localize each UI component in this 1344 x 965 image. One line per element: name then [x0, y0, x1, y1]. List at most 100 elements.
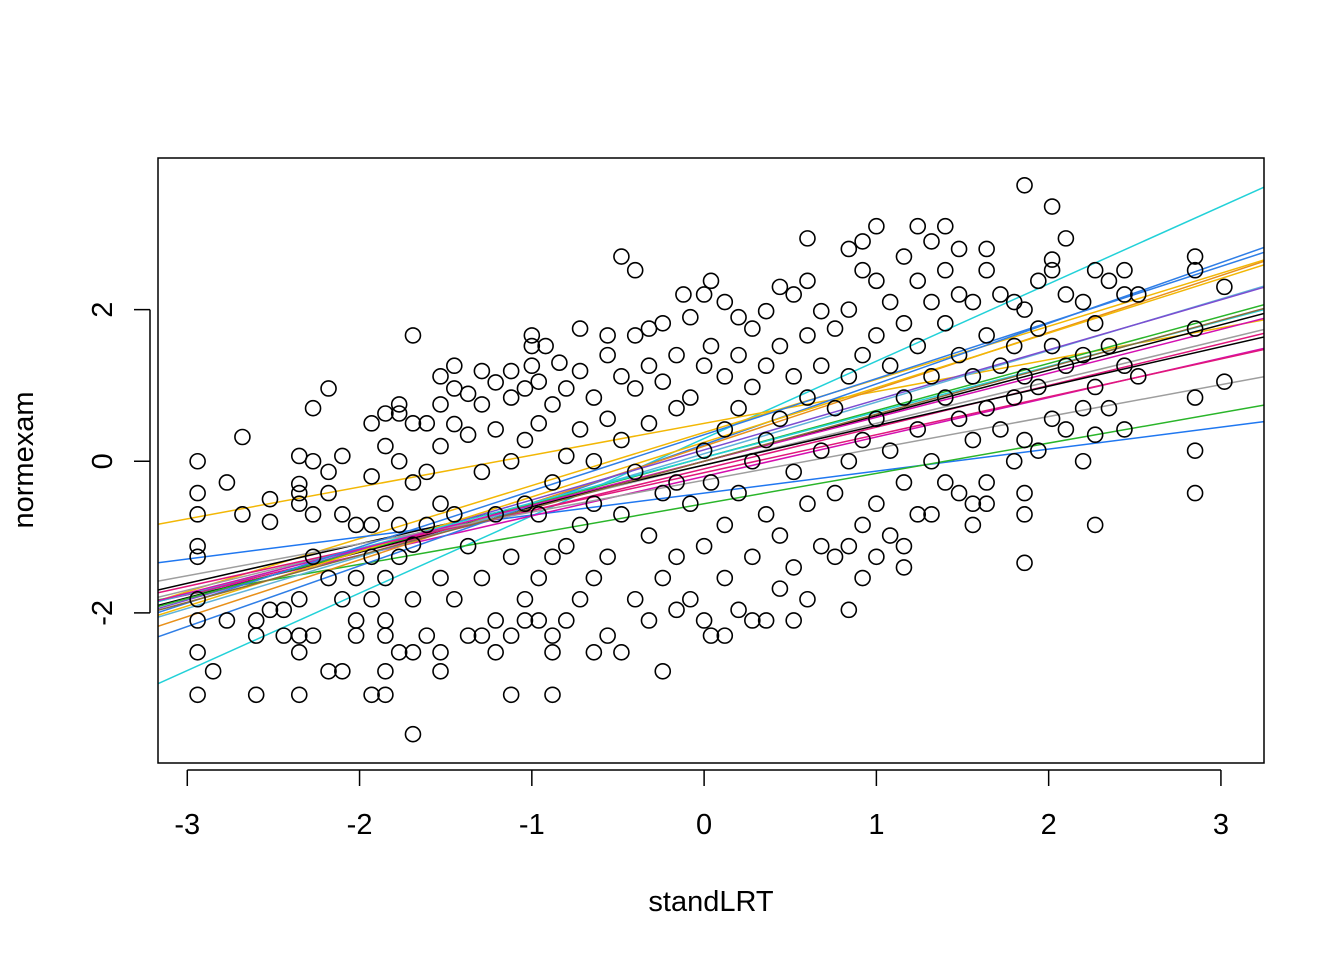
data-point: [1074, 293, 1092, 311]
data-point: [1100, 337, 1118, 355]
data-point: [923, 293, 940, 311]
data-point: [613, 248, 630, 265]
y-axis: -2 0 2: [87, 302, 151, 626]
data-point: [487, 421, 504, 438]
data-point: [218, 612, 236, 629]
data-point: [446, 415, 463, 433]
data-point: [785, 612, 802, 629]
x-tick-label: -3: [174, 809, 200, 841]
data-point: [530, 506, 548, 523]
data-point: [1057, 357, 1075, 375]
data-point: [826, 484, 844, 502]
data-point: [950, 346, 968, 364]
data-point: [1074, 452, 1092, 470]
data-point: [909, 506, 927, 523]
data-point: [404, 536, 422, 553]
data-point: [909, 421, 927, 438]
data-point: [730, 308, 747, 326]
data-point: [404, 590, 422, 608]
data-point: [1043, 337, 1061, 355]
data-point: [1186, 389, 1204, 406]
fit-line: [158, 260, 1264, 628]
data-point: [1057, 286, 1075, 303]
data-point: [234, 428, 251, 446]
data-point: [502, 686, 520, 704]
data-point: [377, 686, 394, 704]
data-point: [1186, 261, 1204, 279]
data-point: [204, 662, 222, 680]
data-point: [1016, 554, 1033, 572]
data-point: [812, 302, 830, 320]
data-point: [275, 627, 293, 644]
data-point: [1030, 378, 1047, 396]
data-point: [304, 548, 322, 566]
data-point: [626, 380, 644, 397]
data-point: [404, 474, 422, 491]
data-point: [854, 431, 871, 449]
data-point: [320, 380, 337, 397]
data-point: [377, 437, 394, 455]
data-point: [189, 548, 206, 566]
data-point: [530, 415, 548, 432]
data-point: [785, 559, 802, 576]
data-point: [432, 396, 449, 413]
data-point: [334, 447, 351, 465]
data-point: [404, 644, 422, 661]
data-point: [234, 506, 251, 523]
data-point: [290, 644, 308, 661]
data-point: [189, 484, 206, 502]
data-point: [716, 293, 734, 311]
data-point: [730, 346, 747, 364]
data-point: [390, 644, 408, 661]
data-point: [363, 548, 380, 566]
data-point: [523, 337, 541, 355]
data-point: [516, 590, 534, 608]
data-point: [218, 474, 236, 491]
data-point: [895, 537, 913, 555]
data-point: [530, 612, 548, 629]
data-point: [785, 368, 802, 385]
data-point: [290, 627, 308, 644]
data-point: [812, 357, 830, 375]
data-point: [757, 357, 775, 375]
data-point: [695, 612, 713, 629]
data-point: [895, 559, 913, 576]
data-point: [923, 506, 940, 523]
data-point: [585, 644, 603, 661]
data-point: [799, 495, 816, 513]
data-point: [978, 240, 995, 258]
data-point: [334, 506, 351, 523]
data-point: [716, 627, 734, 644]
data-point: [695, 286, 713, 303]
data-point: [640, 357, 658, 375]
data-point: [654, 314, 672, 332]
fit-line: [158, 336, 1264, 591]
data-point: [446, 380, 463, 397]
data-point: [599, 548, 616, 566]
data-point: [626, 590, 644, 608]
data-point: [290, 447, 308, 465]
data-point: [613, 506, 630, 523]
data-point: [537, 337, 554, 355]
data-point: [557, 612, 575, 629]
data-point: [487, 374, 504, 391]
data-point: [459, 426, 477, 444]
data-point: [404, 725, 422, 743]
data-point: [964, 431, 982, 449]
data-point: [1043, 410, 1061, 428]
data-point: [363, 590, 380, 608]
data-point: [390, 396, 408, 413]
y-axis-title: normexam: [8, 392, 40, 529]
data-point: [868, 548, 885, 566]
data-point: [640, 415, 658, 432]
data-point: [978, 495, 995, 513]
data-point: [702, 337, 720, 355]
fit-line: [158, 259, 1264, 602]
data-point: [716, 569, 734, 587]
data-point: [189, 686, 206, 704]
data-point: [1186, 484, 1204, 502]
data-point: [812, 442, 830, 459]
data-point: [1216, 278, 1233, 296]
data-point: [557, 447, 575, 465]
